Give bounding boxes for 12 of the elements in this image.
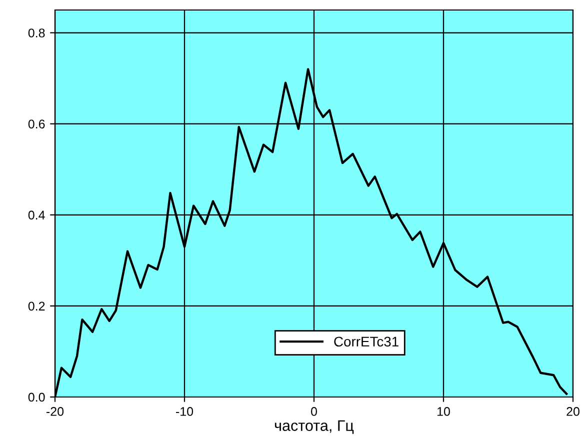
y-tick-label: 0.0 <box>28 392 45 402</box>
x-tick-label: 10 <box>438 407 450 416</box>
y-tick-label: 0.6 <box>28 120 45 128</box>
x-tick-label: 20 <box>566 407 580 416</box>
x-tick-label: 0 <box>311 407 317 416</box>
y-tick-label: 0.8 <box>28 28 45 38</box>
x-tick-label: -10 <box>176 407 194 416</box>
legend-label: CorrETc31 <box>334 336 398 347</box>
x-tick-label: -20 <box>46 407 64 416</box>
y-tick-label: 0.2 <box>28 302 45 311</box>
y-tick-label: 0.4 <box>28 210 45 220</box>
x-axis-title: частота, Гц <box>274 420 354 434</box>
